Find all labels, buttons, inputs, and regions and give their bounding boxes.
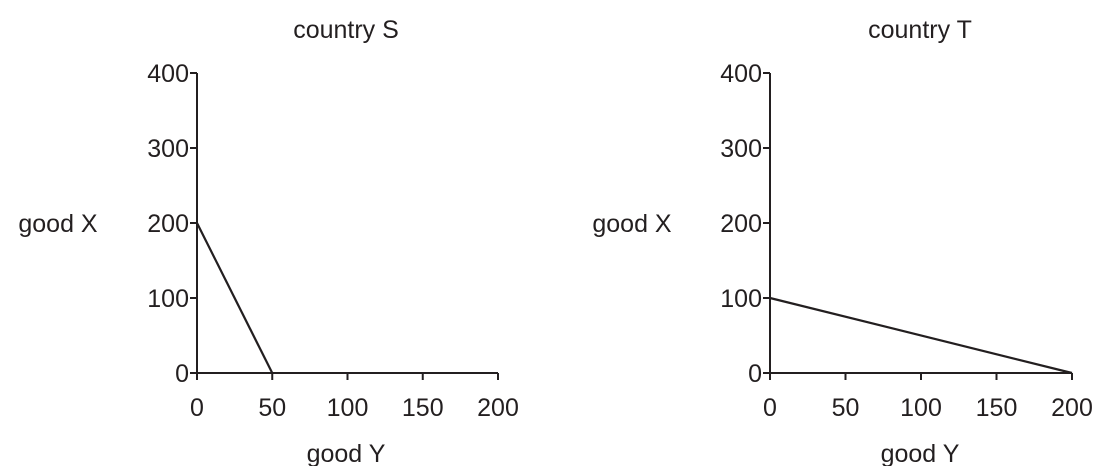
x-tick-label: 0: [763, 394, 777, 422]
x-tick-label: 0: [190, 394, 204, 422]
y-tick-label: 0: [175, 360, 189, 388]
x-tick-label: 150: [402, 394, 444, 422]
x-tick-label: 100: [900, 394, 942, 422]
y-tick-label: 200: [720, 210, 762, 238]
chart-title: country S: [293, 16, 399, 44]
y-tick-label: 0: [748, 360, 762, 388]
y-tick-label: 300: [720, 135, 762, 163]
series-line: [196, 222, 274, 374]
x-tick-label: 200: [1051, 394, 1093, 422]
y-tick-label: 200: [147, 210, 189, 238]
chart-panel-country-t: country T good X good Y 0 100 200 300 400 0 50…: [592, 16, 1092, 466]
y-tick-label: 400: [720, 60, 762, 88]
x-axis-label: good Y: [881, 440, 960, 466]
y-tick-label: 300: [147, 135, 189, 163]
chart-title: country T: [868, 16, 972, 44]
series-line: [769, 296, 1073, 375]
y-axis-label: good X: [18, 210, 98, 238]
x-tick-label: 200: [477, 394, 519, 422]
y-tick-label: 100: [720, 285, 762, 313]
x-tick-label: 100: [327, 394, 369, 422]
x-axis-label: good Y: [307, 440, 386, 466]
x-tick-label: 50: [832, 394, 860, 422]
y-tick-label: 400: [147, 60, 189, 88]
x-tick-label: 150: [976, 394, 1018, 422]
y-tick-label: 100: [147, 285, 189, 313]
x-tick-label: 50: [258, 394, 286, 422]
y-axis-label: good X: [592, 210, 672, 238]
chart-panel-country-s: country S good X good Y 0 100 200 300 400 0 50…: [18, 16, 518, 466]
